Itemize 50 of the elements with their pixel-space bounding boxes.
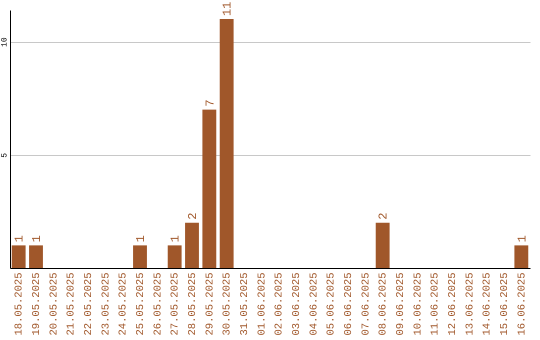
bar <box>202 110 216 268</box>
x-tick-label: 26.05.2025 <box>152 272 164 336</box>
x-tick-label: 23.05.2025 <box>100 272 112 336</box>
x-tick-label: 24.05.2025 <box>118 272 130 336</box>
x-tick-label: 09.06.2025 <box>395 272 407 336</box>
data-label: 11 <box>220 2 235 16</box>
y-tick-label: 5 <box>0 152 10 158</box>
x-tick-label: 07.06.2025 <box>360 272 372 336</box>
bar <box>185 222 199 268</box>
data-label: 1 <box>168 235 183 242</box>
x-tick-label: 16.06.2025 <box>516 272 528 336</box>
bar <box>12 245 26 268</box>
x-tick-label: 13.06.2025 <box>464 272 476 336</box>
bar <box>376 222 390 268</box>
x-tick-label: 25.05.2025 <box>135 272 147 336</box>
data-label: 1 <box>12 235 27 242</box>
x-tick-label: 21.05.2025 <box>66 272 78 336</box>
x-tick-label: 14.06.2025 <box>482 272 494 336</box>
x-tick-label: 11.06.2025 <box>430 272 442 336</box>
data-label: 7 <box>203 99 218 107</box>
data-label: 1 <box>515 235 530 242</box>
data-label: 2 <box>186 212 200 220</box>
bar <box>168 245 182 268</box>
x-tick-label: 31.05.2025 <box>239 272 251 336</box>
data-label: 2 <box>376 212 391 220</box>
x-tick-label: 05.06.2025 <box>326 272 338 336</box>
x-tick-label: 27.05.2025 <box>170 272 182 336</box>
x-tick-label: 18.05.2025 <box>14 272 26 336</box>
x-tick-label: 01.06.2025 <box>256 272 268 336</box>
x-tick-label: 08.06.2025 <box>378 272 390 336</box>
data-label: 1 <box>134 235 148 242</box>
x-tick-label: 06.06.2025 <box>343 272 355 336</box>
bar <box>29 245 43 268</box>
bar <box>133 245 147 268</box>
x-tick-label: 30.05.2025 <box>222 272 234 336</box>
x-tick-label: 03.06.2025 <box>291 272 303 336</box>
x-tick-label: 10.06.2025 <box>412 272 424 336</box>
bar <box>220 19 234 268</box>
x-tick-label: 15.06.2025 <box>499 272 511 336</box>
x-tick-label: 02.06.2025 <box>274 272 286 336</box>
x-tick-label: 19.05.2025 <box>31 272 43 336</box>
x-tick-label: 29.05.2025 <box>204 272 216 336</box>
x-tick-label: 20.05.2025 <box>48 272 60 336</box>
x-tick-label: 04.06.2025 <box>308 272 320 336</box>
x-tick-label: 22.05.2025 <box>83 272 95 336</box>
y-tick-label: 10 <box>0 37 10 47</box>
bar <box>514 245 528 268</box>
x-tick-label: 12.06.2025 <box>447 272 459 336</box>
x-tick-label: 28.05.2025 <box>187 272 199 336</box>
data-label: 1 <box>30 235 44 242</box>
